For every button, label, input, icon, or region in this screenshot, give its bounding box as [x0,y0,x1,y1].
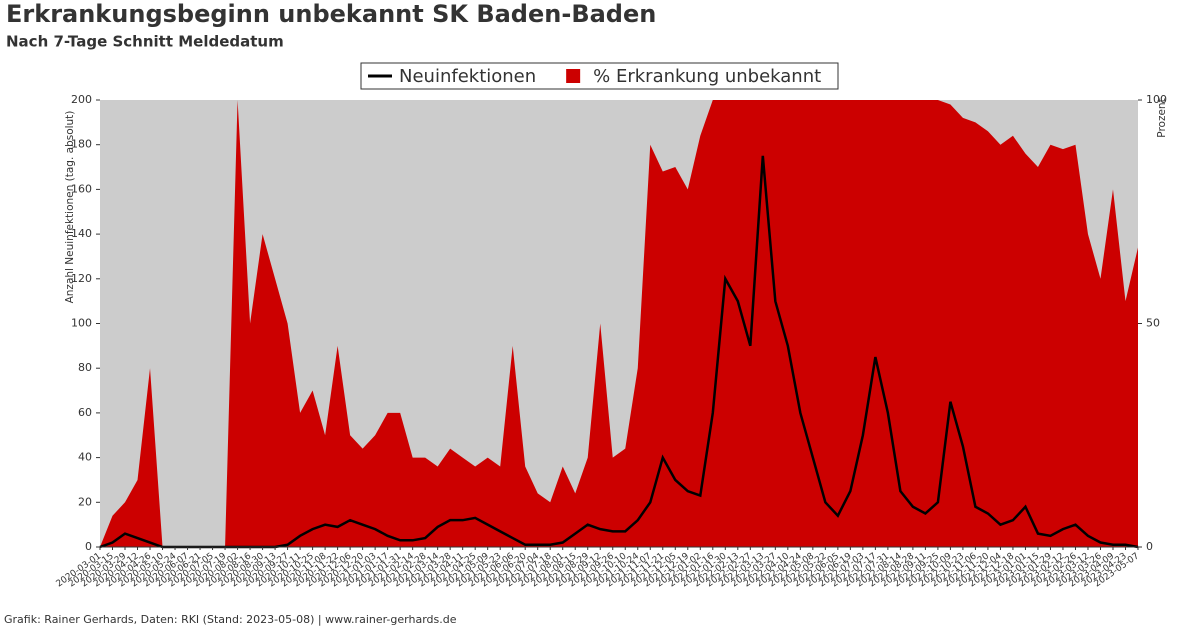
legend-swatch [566,69,581,83]
y2-tick-label: 0 [1146,540,1153,553]
y-tick-label: 180 [71,138,92,151]
y2-axis-label: Prozent [1156,98,1168,137]
y-tick-label: 40 [78,451,92,464]
legend-label: % Erkrankung unbekannt [593,66,821,87]
legend: Neuinfektionen % Erkrankung unbekannt [360,62,839,90]
y2-tick-label: 100 [1146,93,1167,106]
chart-subtitle: Nach 7-Tage Schnitt Meldedatum [6,33,284,51]
footer: Grafik: Rainer Gerhards, Daten: RKI (Sta… [4,613,457,626]
y-tick-label: 160 [71,182,92,195]
legend-label: Neuinfektionen [399,66,536,87]
y-tick-label: 200 [71,93,92,106]
y-axis-label: Anzahl Neuinfektionen (tag. absolut) [64,111,76,304]
legend-box [360,62,839,90]
y-tick-label: 60 [78,406,92,419]
y-tick-label: 140 [71,227,92,240]
y2-tick-label: 50 [1146,317,1160,330]
area [100,100,1138,547]
y-tick-label: 120 [71,272,92,285]
y-tick-label: 0 [85,540,92,553]
y-tick-label: 100 [71,317,92,330]
chart-title: Erkrankungsbeginn unbekannt SK Baden-Bad… [6,0,656,28]
y-tick-label: 20 [78,495,92,508]
y-tick-label: 80 [78,361,92,374]
